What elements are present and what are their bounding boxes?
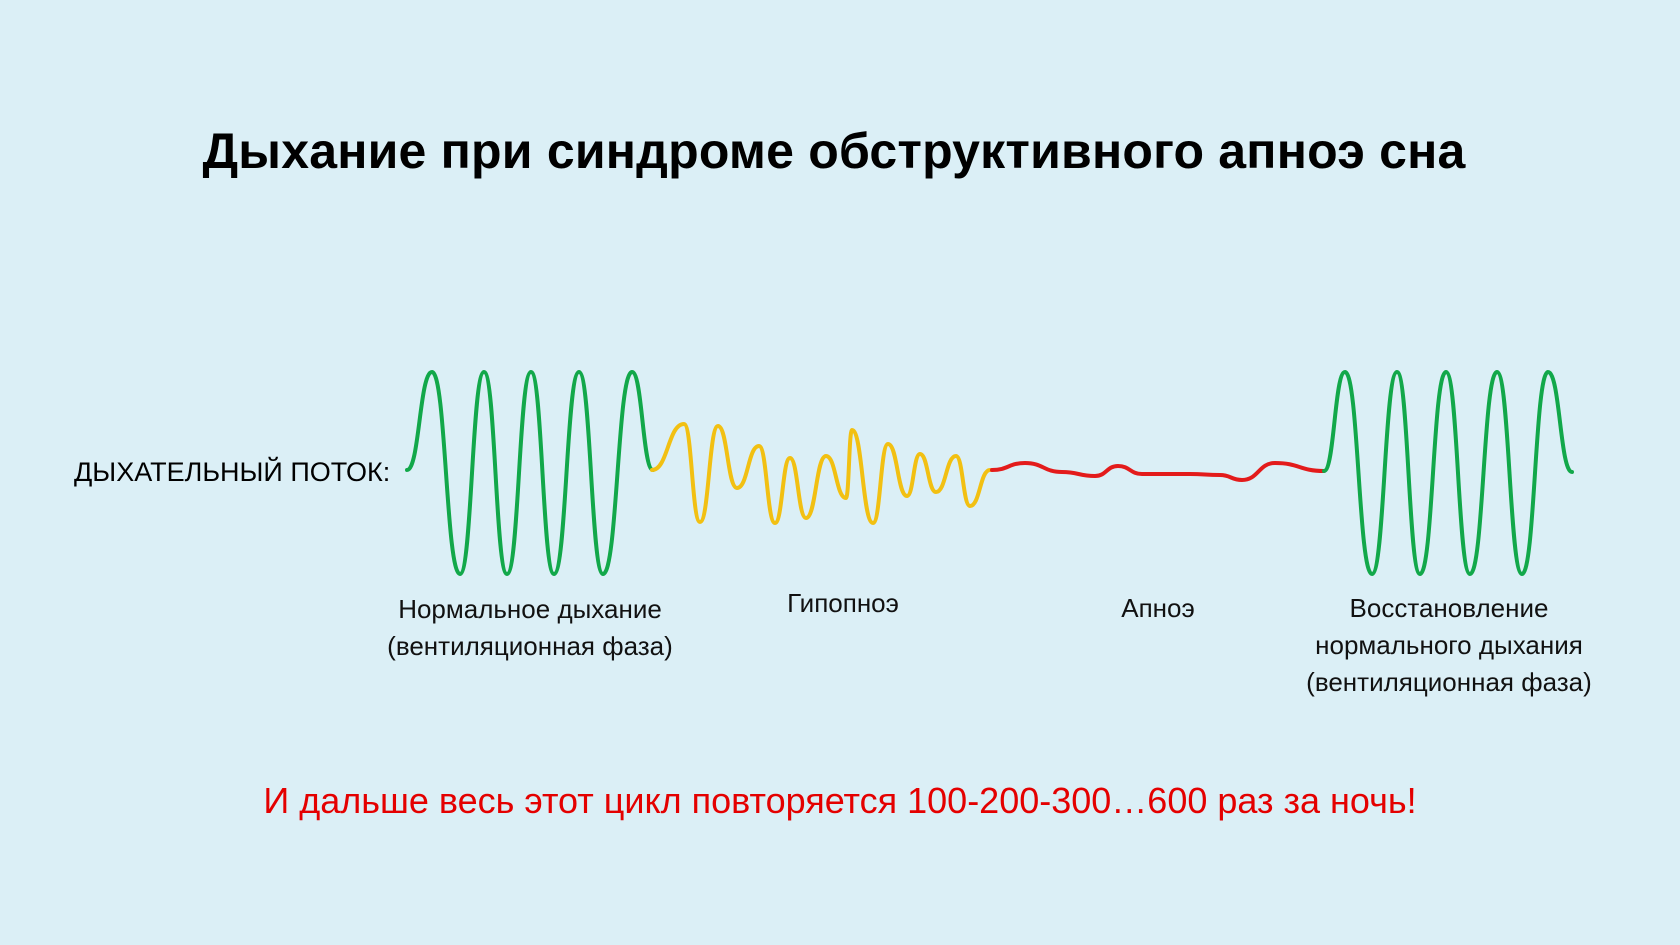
phase-label-line: Гипопноэ [787, 588, 899, 618]
flow-label: ДЫХАТЕЛЬНЫЙ ПОТОК: [74, 457, 391, 487]
phase-label-hypopnea: Гипопноэ [743, 585, 943, 622]
page-title: Дыхание при синдроме обструктивного апно… [202, 123, 1466, 179]
phase-label-line: Апноэ [1121, 593, 1195, 623]
footer-note: И дальше весь этот цикл повторяется 100-… [263, 780, 1417, 821]
phase-label-line: Нормальное дыхание [398, 594, 662, 624]
phase-label-line: (вентиляционная фаза) [387, 631, 673, 661]
phase-label-line: Восстановление [1349, 593, 1549, 623]
phase-label-recovery: Восстановление нормального дыхания (вент… [1249, 590, 1649, 701]
phase-label-normal: Нормальное дыхание (вентиляционная фаза) [330, 591, 730, 665]
recovery-wave [1322, 370, 1574, 576]
apnea-wave [990, 461, 1326, 482]
phase-label-apnea: Апноэ [1058, 590, 1258, 627]
phase-label-line: нормального дыхания [1315, 630, 1583, 660]
normal-breathing-wave [405, 370, 655, 576]
phase-label-line: (вентиляционная фаза) [1306, 667, 1592, 697]
hypopnea-wave [650, 422, 992, 525]
